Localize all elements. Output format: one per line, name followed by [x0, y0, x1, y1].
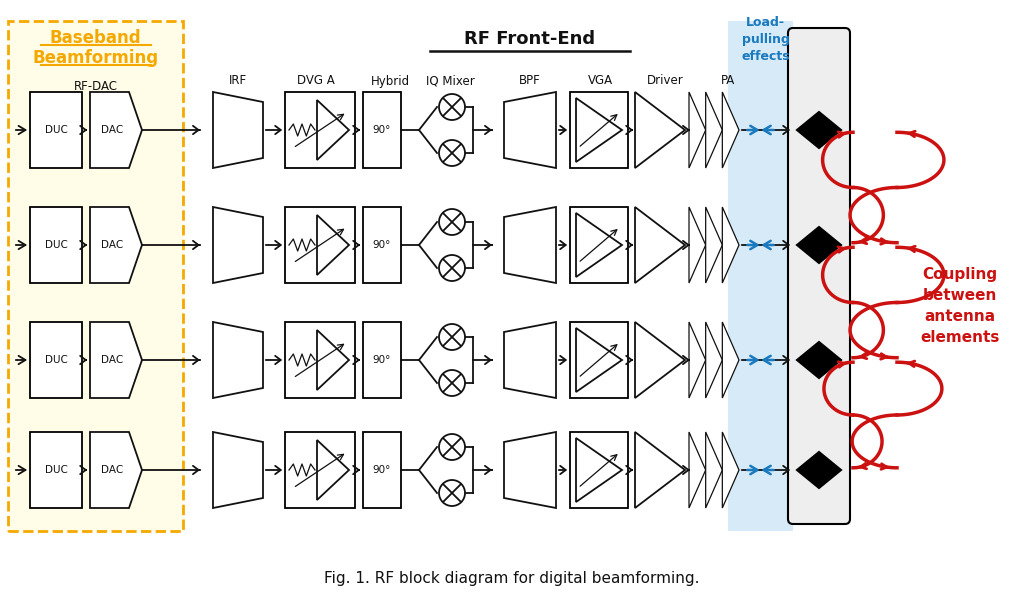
Bar [285, 92, 355, 168]
Bar [728, 21, 793, 531]
Polygon shape [504, 432, 556, 508]
Text: DAC: DAC [100, 240, 123, 250]
Text: Coupling
between
antenna
elements: Coupling between antenna elements [921, 267, 999, 345]
Bar [362, 322, 401, 398]
Text: DUC: DUC [45, 465, 68, 475]
Text: Driver: Driver [646, 75, 683, 87]
Polygon shape [575, 328, 622, 392]
Text: 90°: 90° [373, 125, 391, 135]
Text: 90°: 90° [373, 355, 391, 365]
Polygon shape [722, 322, 739, 398]
Text: DAC: DAC [100, 125, 123, 135]
Polygon shape [706, 92, 722, 168]
Polygon shape [706, 322, 722, 398]
Circle shape [439, 434, 465, 460]
Polygon shape [706, 432, 722, 508]
Polygon shape [575, 213, 622, 277]
Circle shape [439, 370, 465, 396]
Text: Beamforming: Beamforming [33, 49, 159, 67]
Text: DVG A: DVG A [297, 75, 335, 87]
Polygon shape [722, 92, 739, 168]
Polygon shape [722, 432, 739, 508]
Text: BPF: BPF [519, 75, 541, 87]
Polygon shape [213, 92, 263, 168]
Text: RF Front-End: RF Front-End [465, 30, 596, 48]
Bar [8, 21, 183, 531]
Polygon shape [635, 207, 685, 283]
Polygon shape [635, 432, 685, 508]
Text: VGA: VGA [588, 75, 612, 87]
Polygon shape [689, 92, 706, 168]
Polygon shape [689, 207, 706, 283]
Text: Fig. 1. RF block diagram for digital beamforming.: Fig. 1. RF block diagram for digital bea… [325, 570, 699, 585]
Polygon shape [213, 322, 263, 398]
Text: DUC: DUC [45, 355, 68, 365]
Bar [30, 432, 82, 508]
Polygon shape [689, 432, 706, 508]
Bar [570, 207, 628, 283]
Polygon shape [797, 227, 841, 263]
Circle shape [439, 140, 465, 166]
Bar [30, 322, 82, 398]
Bar [570, 92, 628, 168]
Bar [570, 432, 628, 508]
Bar [362, 432, 401, 508]
Text: DAC: DAC [100, 465, 123, 475]
Text: 90°: 90° [373, 465, 391, 475]
Polygon shape [504, 207, 556, 283]
Circle shape [439, 209, 465, 235]
Polygon shape [575, 98, 622, 162]
Text: PA: PA [721, 75, 735, 87]
Polygon shape [635, 92, 685, 168]
Bar [285, 432, 355, 508]
Bar [285, 207, 355, 283]
Polygon shape [317, 215, 349, 275]
Bar [362, 207, 401, 283]
Polygon shape [504, 92, 556, 168]
Polygon shape [90, 207, 142, 283]
Polygon shape [706, 207, 722, 283]
Polygon shape [689, 322, 706, 398]
Bar [30, 207, 82, 283]
Text: Hybrid: Hybrid [371, 75, 410, 87]
Text: IQ Mixer: IQ Mixer [426, 75, 474, 87]
Bar [285, 322, 355, 398]
Polygon shape [317, 330, 349, 390]
Circle shape [439, 94, 465, 120]
Polygon shape [90, 92, 142, 168]
Circle shape [439, 480, 465, 506]
Polygon shape [722, 207, 739, 283]
Text: RF-DAC: RF-DAC [74, 79, 118, 93]
Polygon shape [90, 432, 142, 508]
Circle shape [439, 255, 465, 281]
Text: IRF: IRF [229, 75, 247, 87]
Bar [362, 92, 401, 168]
Polygon shape [213, 432, 263, 508]
Circle shape [439, 324, 465, 350]
Polygon shape [317, 440, 349, 500]
Polygon shape [797, 342, 841, 378]
Text: 90°: 90° [373, 240, 391, 250]
Polygon shape [317, 100, 349, 160]
Polygon shape [504, 322, 556, 398]
Polygon shape [213, 207, 263, 283]
Text: Load-
pulling
effects: Load- pulling effects [741, 16, 790, 62]
Polygon shape [575, 438, 622, 502]
Text: DUC: DUC [45, 125, 68, 135]
Polygon shape [635, 322, 685, 398]
Text: Baseband: Baseband [50, 29, 141, 47]
Polygon shape [90, 322, 142, 398]
Text: DUC: DUC [45, 240, 68, 250]
Polygon shape [797, 452, 841, 488]
FancyBboxPatch shape [788, 28, 850, 524]
Bar [30, 92, 82, 168]
Bar [570, 322, 628, 398]
Text: DAC: DAC [100, 355, 123, 365]
Polygon shape [797, 112, 841, 148]
